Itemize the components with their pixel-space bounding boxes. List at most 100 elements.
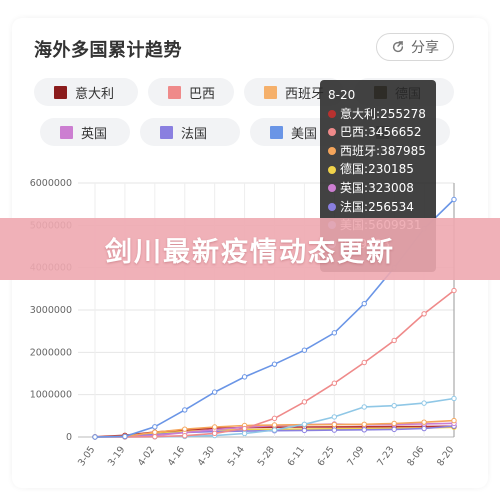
data-point <box>391 402 397 409</box>
series-dot <box>328 165 336 174</box>
legend-swatch <box>168 85 181 99</box>
chart-tooltip: 8-20 意大利:255278 巴西:3456652 西班牙:387985 德国… <box>320 80 436 272</box>
x-tick-label: 6-25 <box>315 444 336 468</box>
y-tick-label: 0 <box>66 432 72 443</box>
data-point <box>182 426 188 432</box>
data-point <box>182 407 188 413</box>
x-tick-label: 3-19 <box>106 444 127 468</box>
y-tick-label: 1000000 <box>30 390 72 401</box>
page-title: 海外多国累计趋势 <box>34 40 182 61</box>
legend-label: 意大利 <box>75 86 115 102</box>
data-point <box>152 424 158 430</box>
legend-chip-france[interactable]: 法国 <box>140 118 240 146</box>
data-point <box>391 337 397 344</box>
legend-chip-uk[interactable]: 英国 <box>40 118 130 146</box>
legend-swatch <box>54 85 67 99</box>
data-point <box>211 389 218 395</box>
data-point <box>271 427 278 433</box>
data-point <box>301 421 308 427</box>
tooltip-series-value: 323008 <box>368 180 414 195</box>
legend-label: 英国 <box>81 126 108 142</box>
tooltip-series-value: 230185 <box>368 162 414 177</box>
data-point <box>421 419 427 425</box>
data-point <box>271 361 278 367</box>
tooltip-row: 巴西:3456652 <box>328 123 428 142</box>
legend-swatch <box>60 125 73 139</box>
data-point <box>241 430 248 437</box>
data-point <box>241 425 248 432</box>
tooltip-row: 德国:230185 <box>328 160 428 179</box>
data-point <box>361 427 367 433</box>
data-point <box>421 400 427 406</box>
data-point <box>391 426 397 433</box>
data-point <box>361 404 367 410</box>
x-tick-label: 7-09 <box>345 444 366 468</box>
data-point <box>301 347 308 353</box>
x-tick-label: 5-28 <box>256 444 277 468</box>
data-point <box>361 359 367 366</box>
tooltip-series-value: 256534 <box>368 199 414 214</box>
tooltip-series-value: 255278 <box>380 106 426 121</box>
data-point <box>391 420 397 427</box>
series-dot <box>328 128 336 137</box>
data-point <box>361 300 367 307</box>
x-tick-label: 4-30 <box>196 444 217 468</box>
data-point <box>301 399 308 405</box>
legend-chip-brazil[interactable]: 巴西 <box>148 78 234 106</box>
series-dot <box>328 202 336 211</box>
banner-text: 剑川最新疫情动态更新 <box>105 236 395 268</box>
legend-swatch <box>270 125 283 139</box>
data-point <box>451 395 457 402</box>
data-point <box>361 421 367 427</box>
data-point <box>211 424 218 430</box>
data-point <box>331 427 338 433</box>
legend-chip-italy[interactable]: 意大利 <box>34 78 138 106</box>
data-point <box>241 374 248 380</box>
legend-swatch <box>264 85 277 99</box>
x-tick-label: 7-23 <box>375 444 396 468</box>
data-point <box>331 414 338 420</box>
tooltip-series-name: 德国 <box>340 162 365 177</box>
data-point <box>152 433 158 440</box>
overlay-banner: 剑川最新疫情动态更新 <box>0 218 500 280</box>
legend-swatch <box>160 125 173 139</box>
x-tick-label: 4-16 <box>166 444 187 468</box>
tooltip-row: 英国:323008 <box>328 179 428 198</box>
tooltip-series-name: 西班牙 <box>340 143 377 158</box>
data-point <box>271 415 278 422</box>
y-tick-label: 3000000 <box>30 305 72 316</box>
data-point <box>331 380 338 386</box>
share-button[interactable]: 分享 <box>376 33 454 61</box>
series-dot <box>328 147 336 156</box>
tooltip-series-name: 法国 <box>340 199 365 214</box>
data-point <box>301 427 308 434</box>
data-point <box>451 196 457 203</box>
y-tick-label: 2000000 <box>30 347 72 358</box>
data-point <box>211 430 218 437</box>
data-point <box>271 422 278 428</box>
x-tick-label: 4-02 <box>136 444 157 468</box>
legend-label: 西班牙 <box>285 86 325 102</box>
tooltip-date: 8-20 <box>328 88 356 102</box>
tooltip-row: 西班牙:387985 <box>328 142 428 161</box>
data-point <box>451 417 457 424</box>
data-point <box>152 429 158 435</box>
tooltip-series-name: 巴西 <box>340 125 365 140</box>
data-point <box>331 330 338 336</box>
data-point <box>122 433 128 440</box>
tooltip-row: 意大利:255278 <box>328 105 428 124</box>
data-point <box>421 311 427 317</box>
series-dot <box>328 184 336 193</box>
data-point <box>421 425 427 432</box>
data-point <box>451 287 457 294</box>
data-point <box>182 433 188 439</box>
data-point <box>92 434 98 440</box>
x-tick-label: 8-20 <box>435 444 456 468</box>
x-tick-label: 3-05 <box>76 444 97 468</box>
x-tick-label: 6-11 <box>285 444 306 468</box>
legend-label: 美国 <box>291 126 318 142</box>
tooltip-series-name: 意大利 <box>340 106 377 121</box>
share-icon <box>392 41 404 53</box>
series-dot <box>328 109 336 118</box>
legend-label: 法国 <box>181 126 208 142</box>
